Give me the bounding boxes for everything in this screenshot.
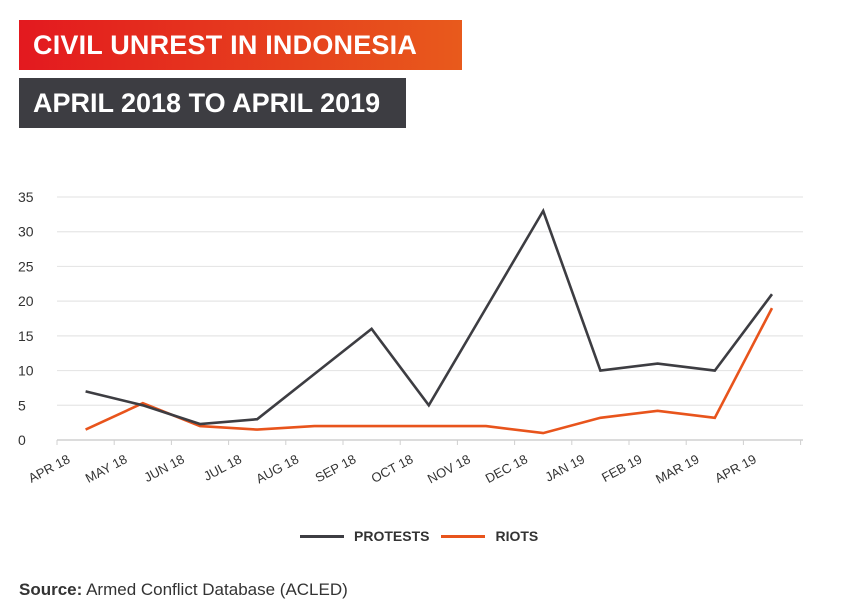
svg-text:25: 25 [18,258,34,274]
protests-swatch-icon [300,534,344,538]
svg-text:AUG 18: AUG 18 [253,451,301,486]
x-axis: APR 18 MAY 18 JUN 18 JUL 18 AUG 18 SEP 18 OCT … [26,440,802,487]
legend: PROTESTS RIOTS [300,528,550,544]
chart-subtitle: APRIL 2018 TO APRIL 2019 [19,78,406,128]
svg-text:0: 0 [18,432,26,448]
legend-label-riots: RIOTS [495,528,539,544]
legend-item-riots: RIOTS [441,528,538,544]
series-lines [85,207,774,435]
series-line-protests [85,207,774,426]
svg-text:15: 15 [18,328,34,344]
source-text: Armed Conflict Database (ACLED) [82,580,348,599]
source-note: Source: Armed Conflict Database (ACLED) [19,580,348,600]
svg-text:20: 20 [18,293,34,309]
series-line-riots [85,307,774,435]
svg-text:MAY 18: MAY 18 [83,451,130,485]
gridlines [57,196,803,441]
svg-text:APR 19: APR 19 [712,451,759,485]
svg-text:JUN 18: JUN 18 [141,451,186,485]
svg-text:DEC 18: DEC 18 [483,451,530,486]
svg-text:10: 10 [18,363,34,379]
svg-text:30: 30 [18,224,34,240]
source-label: Source: [19,580,83,599]
svg-text:NOV 18: NOV 18 [425,451,473,486]
svg-text:5: 5 [18,397,26,413]
svg-text:35: 35 [18,189,34,205]
svg-text:MAR 19: MAR 19 [653,451,702,486]
svg-text:JAN 19: JAN 19 [543,451,588,484]
svg-text:SEP 18: SEP 18 [313,451,359,485]
svg-text:OCT 18: OCT 18 [369,451,416,486]
svg-text:JUL 18: JUL 18 [201,451,244,483]
chart-title: CIVIL UNREST IN INDONESIA [19,20,462,70]
svg-text:FEB 19: FEB 19 [599,451,644,485]
y-axis-ticks: 0 5 10 15 20 25 30 35 [18,189,34,448]
legend-label-protests: PROTESTS [354,528,430,544]
legend-item-protests: PROTESTS [300,528,429,544]
riots-swatch-icon [441,534,486,538]
svg-text:APR 18: APR 18 [26,451,73,485]
